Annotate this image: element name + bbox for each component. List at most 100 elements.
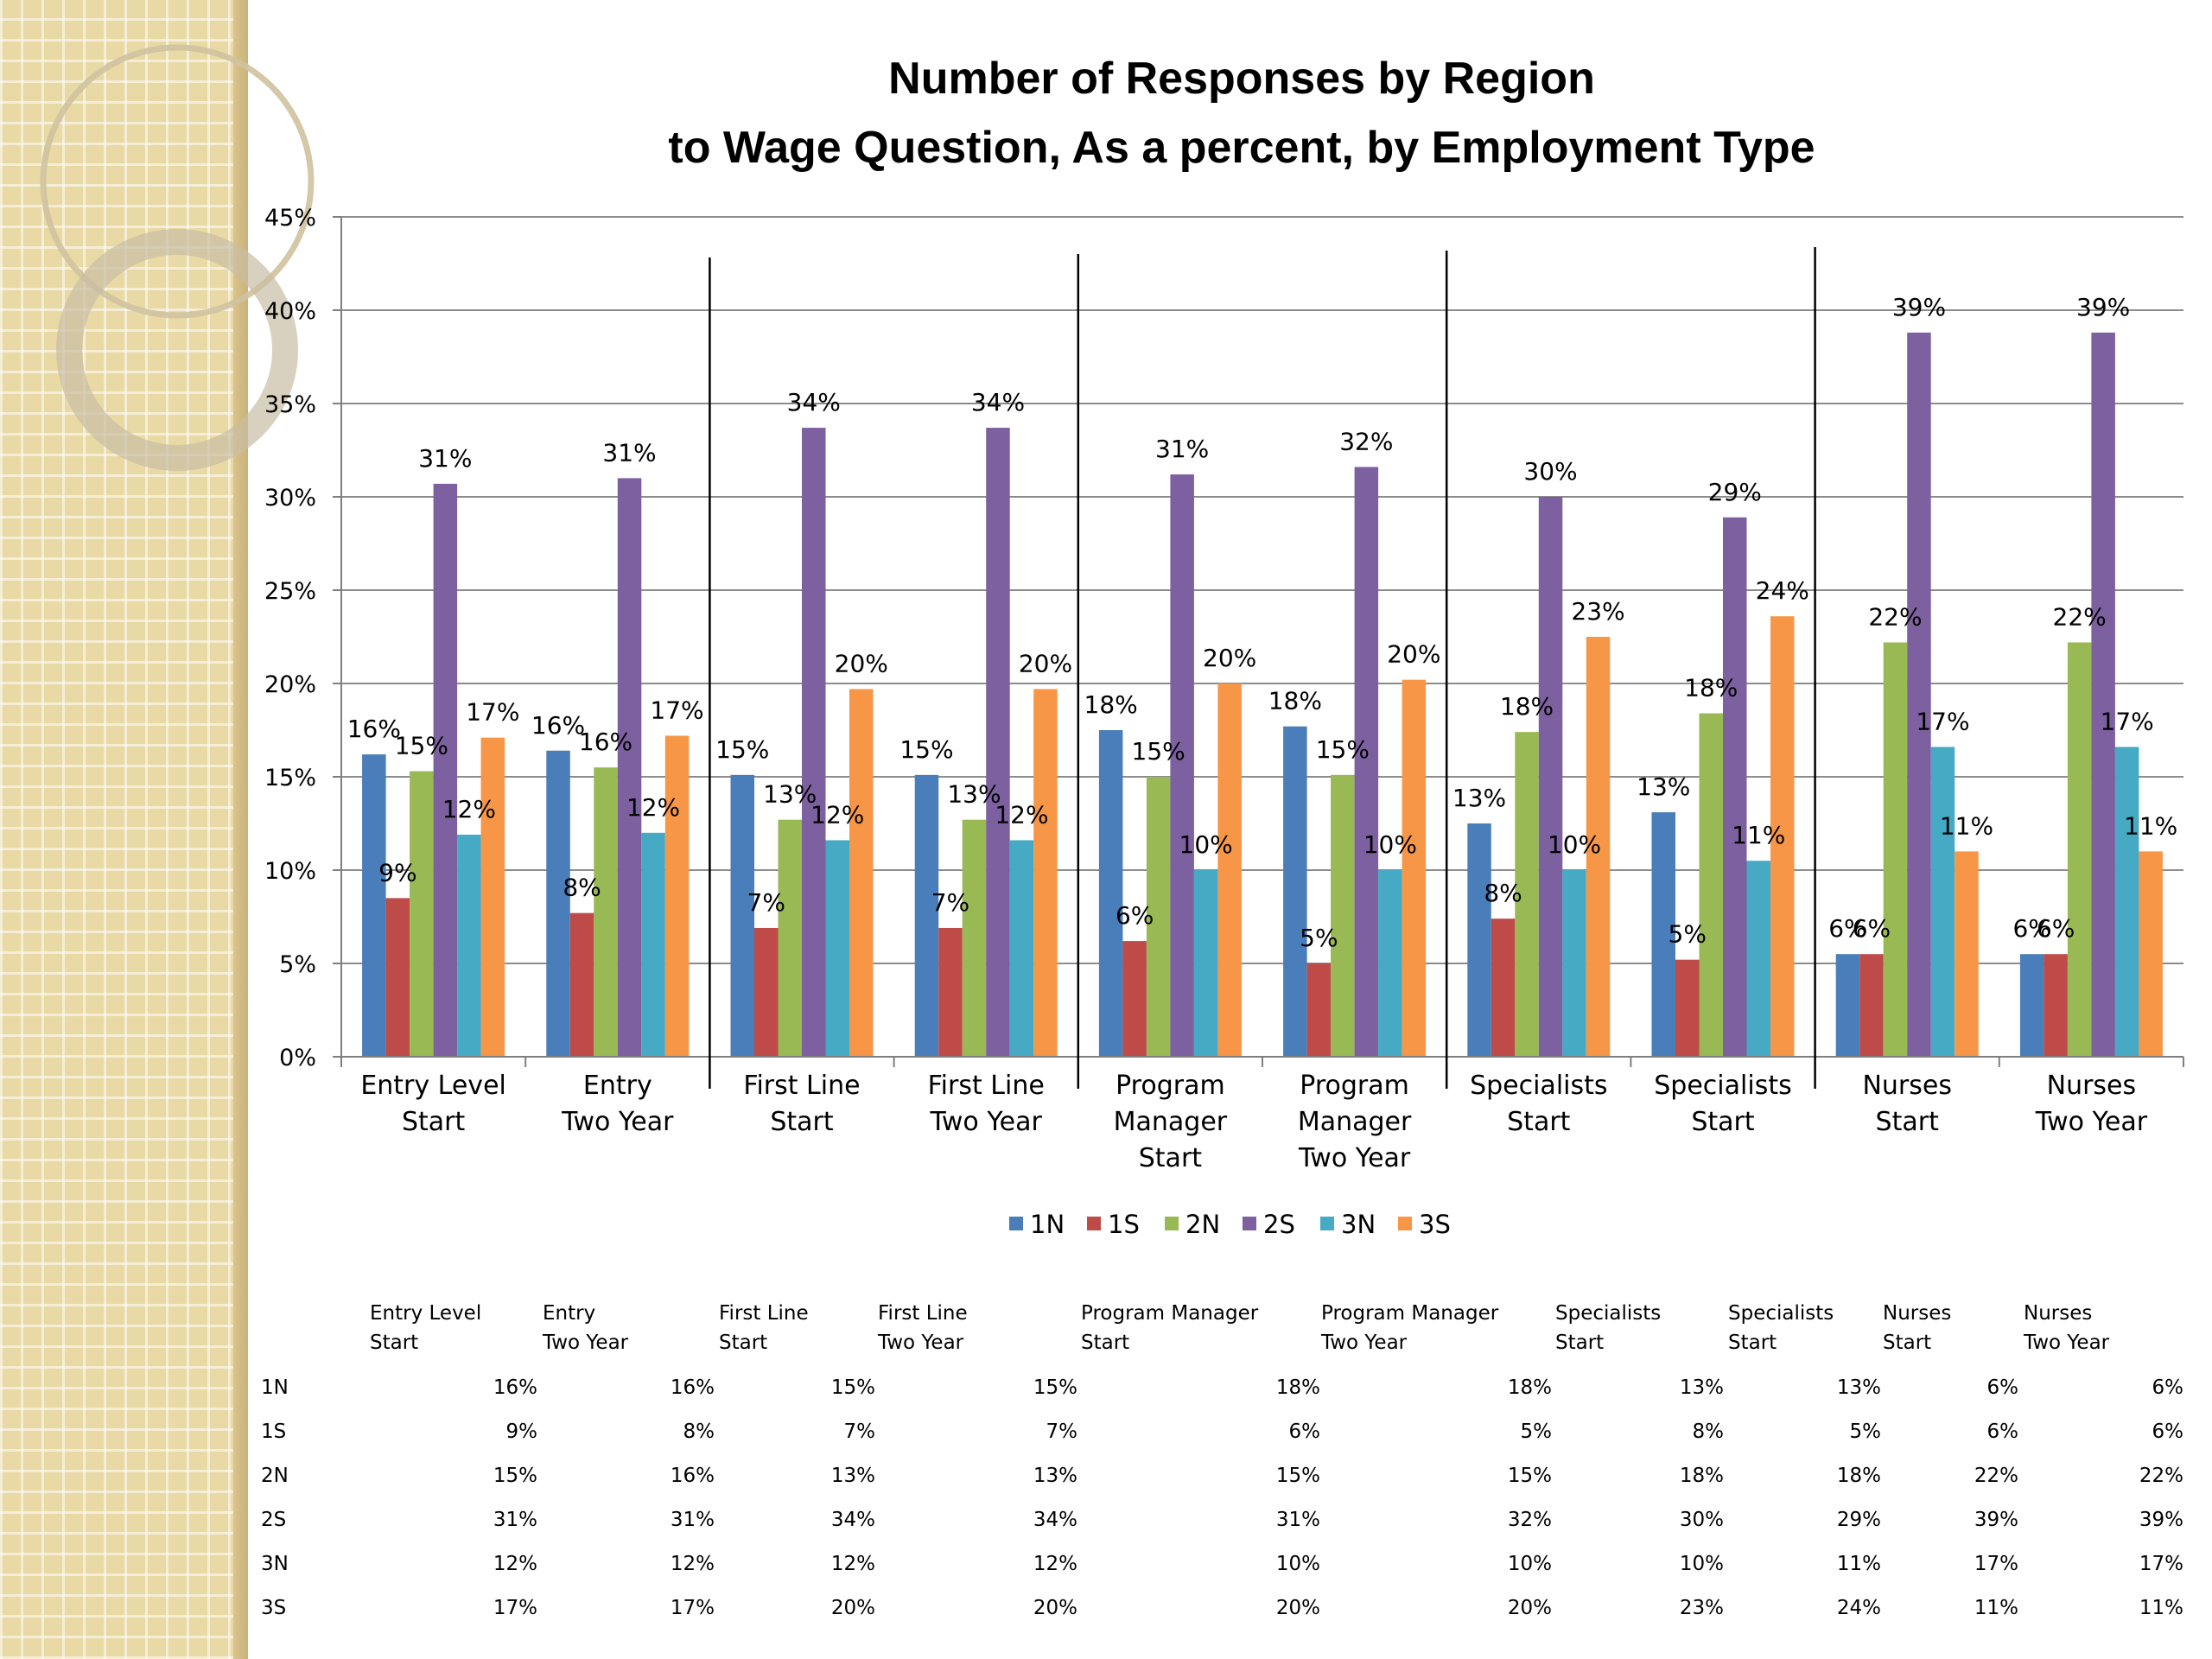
table-cell: 13% [831,1465,875,1487]
y-tick-label: 20% [264,671,316,698]
chart-title-line: Number of Responses by Region [888,54,1595,104]
data-label: 15% [1132,737,1185,766]
table-cell: 30% [1680,1509,1724,1531]
category-label: Start [402,1107,466,1137]
table-header: Entry [543,1302,595,1325]
table-cell: 11% [1974,1597,2018,1619]
table-cell: 7% [844,1421,876,1443]
category-label: Start [770,1107,834,1137]
table-cell: 16% [493,1376,537,1399]
data-label: 11% [1732,821,1785,849]
category-label: Two Year [1298,1143,1411,1173]
y-tick-label: 35% [264,391,316,418]
bar-2N [962,819,987,1057]
bar-2N [2067,642,2092,1057]
data-label: 32% [1339,427,1393,455]
legend-label-3S: 3S [1419,1210,1451,1239]
data-label: 5% [1669,920,1707,949]
y-tick-label: 25% [264,578,316,605]
bar-3N [825,840,849,1057]
data-label: 8% [563,874,601,902]
bar-2N [594,767,618,1057]
bar-3S [1033,689,1058,1057]
table-cell: 10% [1680,1553,1724,1575]
category-label: Nurses [2047,1071,2137,1101]
data-label: 18% [1500,692,1554,721]
table-cell: 16% [671,1465,715,1487]
table-cell: 17% [493,1597,537,1619]
category-label: Entry [583,1071,652,1101]
table-cell: 11% [2139,1597,2183,1619]
data-label: 39% [2076,293,2130,321]
data-label: 20% [1387,640,1440,669]
data-label: 15% [899,735,953,764]
bar-2N [1883,642,1908,1057]
bar-1N [362,754,386,1057]
table-header: Start [1081,1332,1129,1354]
data-label: 23% [1571,597,1624,626]
table-cell: 29% [1837,1509,1881,1531]
table-cell: 10% [1276,1553,1320,1575]
table-cell: 10% [1508,1553,1552,1575]
table-cell: 12% [831,1553,875,1575]
data-label: 22% [1868,602,1922,631]
data-label: 34% [971,388,1025,416]
legend-swatch-3N [1320,1217,1334,1230]
bar-2N [1515,732,1539,1057]
data-label: 16% [531,711,585,740]
table-cell: 15% [1033,1376,1077,1399]
bar-1S [2044,954,2068,1057]
category-label: Specialists [1654,1071,1791,1101]
data-label: 7% [931,888,969,917]
data-label: 15% [715,735,769,764]
category-label: Two Year [2035,1107,2148,1137]
legend-label-2S: 2S [1263,1210,1295,1239]
data-label: 39% [1892,293,1946,321]
table-cell: 15% [493,1465,537,1487]
bar-2S [1538,497,1563,1057]
table-cell: 15% [1276,1465,1320,1487]
legend-label-2N: 2N [1185,1210,1220,1239]
bar-1N [914,774,939,1057]
table-cell: 12% [1033,1553,1077,1575]
bar-1S [754,927,779,1057]
table-cell: 6% [2152,1376,2184,1399]
category-label: Start [1876,1107,1940,1137]
bar-2S [1907,332,1931,1057]
table-cell: 39% [2139,1509,2183,1531]
data-label: 6% [2012,914,2050,943]
bar-3N [1746,861,1770,1057]
category-label: Nurses [1862,1071,1952,1101]
data-label: 13% [1452,784,1506,812]
table-cell: 13% [1033,1465,1077,1487]
table-header: Start [370,1332,418,1354]
table-cell: 34% [831,1509,875,1531]
category-label: First Line [928,1071,1045,1101]
data-label: 20% [1019,649,1072,677]
data-table: Entry Level Start Entry Two Year First Line S… [261,1302,2183,1619]
category-label: Start [1691,1107,1755,1137]
table-cell: 16% [671,1376,715,1399]
table-cell: 31% [1276,1509,1320,1531]
table-header: Nurses [2024,1302,2092,1325]
data-label: 15% [1316,735,1370,764]
table-row-label: 1S [261,1421,286,1443]
table-cell: 17% [1974,1553,2018,1575]
decorative-ring-large [40,44,315,319]
table-cell: 5% [1521,1421,1553,1443]
table-header: First Line [878,1302,968,1325]
bar-3N [1378,870,1402,1057]
category-label: First Line [743,1071,860,1101]
legend-label-1S: 1S [1108,1210,1140,1239]
category-label: Start [1139,1143,1203,1173]
y-tick-label: 30% [264,485,316,512]
data-label: 22% [2053,602,2107,631]
data-labels: 16% 16%15% 15%18% 18%13% 13%6% 6%9%8%7% 7% 6%5%… [347,293,2178,952]
legend-swatch-1N [1009,1217,1023,1230]
table-cell: 17% [671,1597,715,1619]
bar-2S [2091,332,2115,1057]
data-label: 31% [602,438,656,467]
data-label: 34% [787,388,841,416]
table-cell: 18% [1837,1465,1881,1487]
table-cell: 5% [1850,1421,1882,1443]
